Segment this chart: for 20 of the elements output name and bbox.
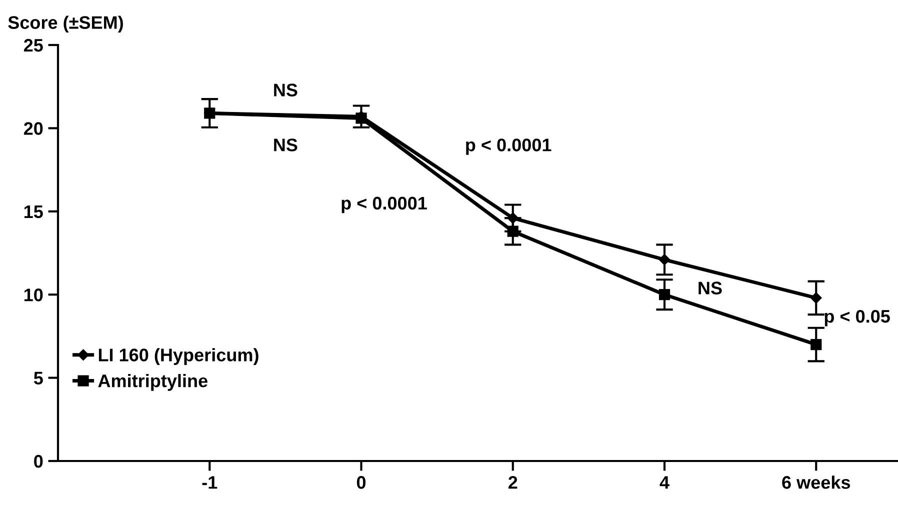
- annotation: p < 0.0001: [466, 138, 552, 155]
- y-tick-label: 5: [34, 372, 43, 385]
- y-tick-label: 25: [24, 38, 43, 52]
- x-tick-label: -1: [202, 476, 218, 489]
- y-tick-label: 20: [24, 122, 43, 135]
- x-tick-label: 0: [356, 476, 366, 489]
- annotation: NS: [698, 282, 722, 294]
- annotation: NS: [274, 138, 298, 152]
- y-tick-label: 0: [34, 454, 43, 468]
- x-tick-label: 4: [660, 476, 670, 489]
- y-tick-label: 15: [24, 206, 43, 218]
- annotation: p < 0.0001: [342, 196, 427, 214]
- y-axis-title: Score (±SEM): [8, 16, 123, 33]
- y-tick-label: 10: [24, 288, 43, 302]
- legend-label: LI 160 (Hypericum): [98, 348, 258, 365]
- annotation: NS: [274, 84, 298, 96]
- x-tick-label: 6 weeks: [782, 476, 850, 489]
- legend-label: Amitriptyline: [98, 374, 208, 391]
- x-tick-label: 2: [508, 476, 518, 489]
- annotation: p < 0.05: [824, 310, 890, 326]
